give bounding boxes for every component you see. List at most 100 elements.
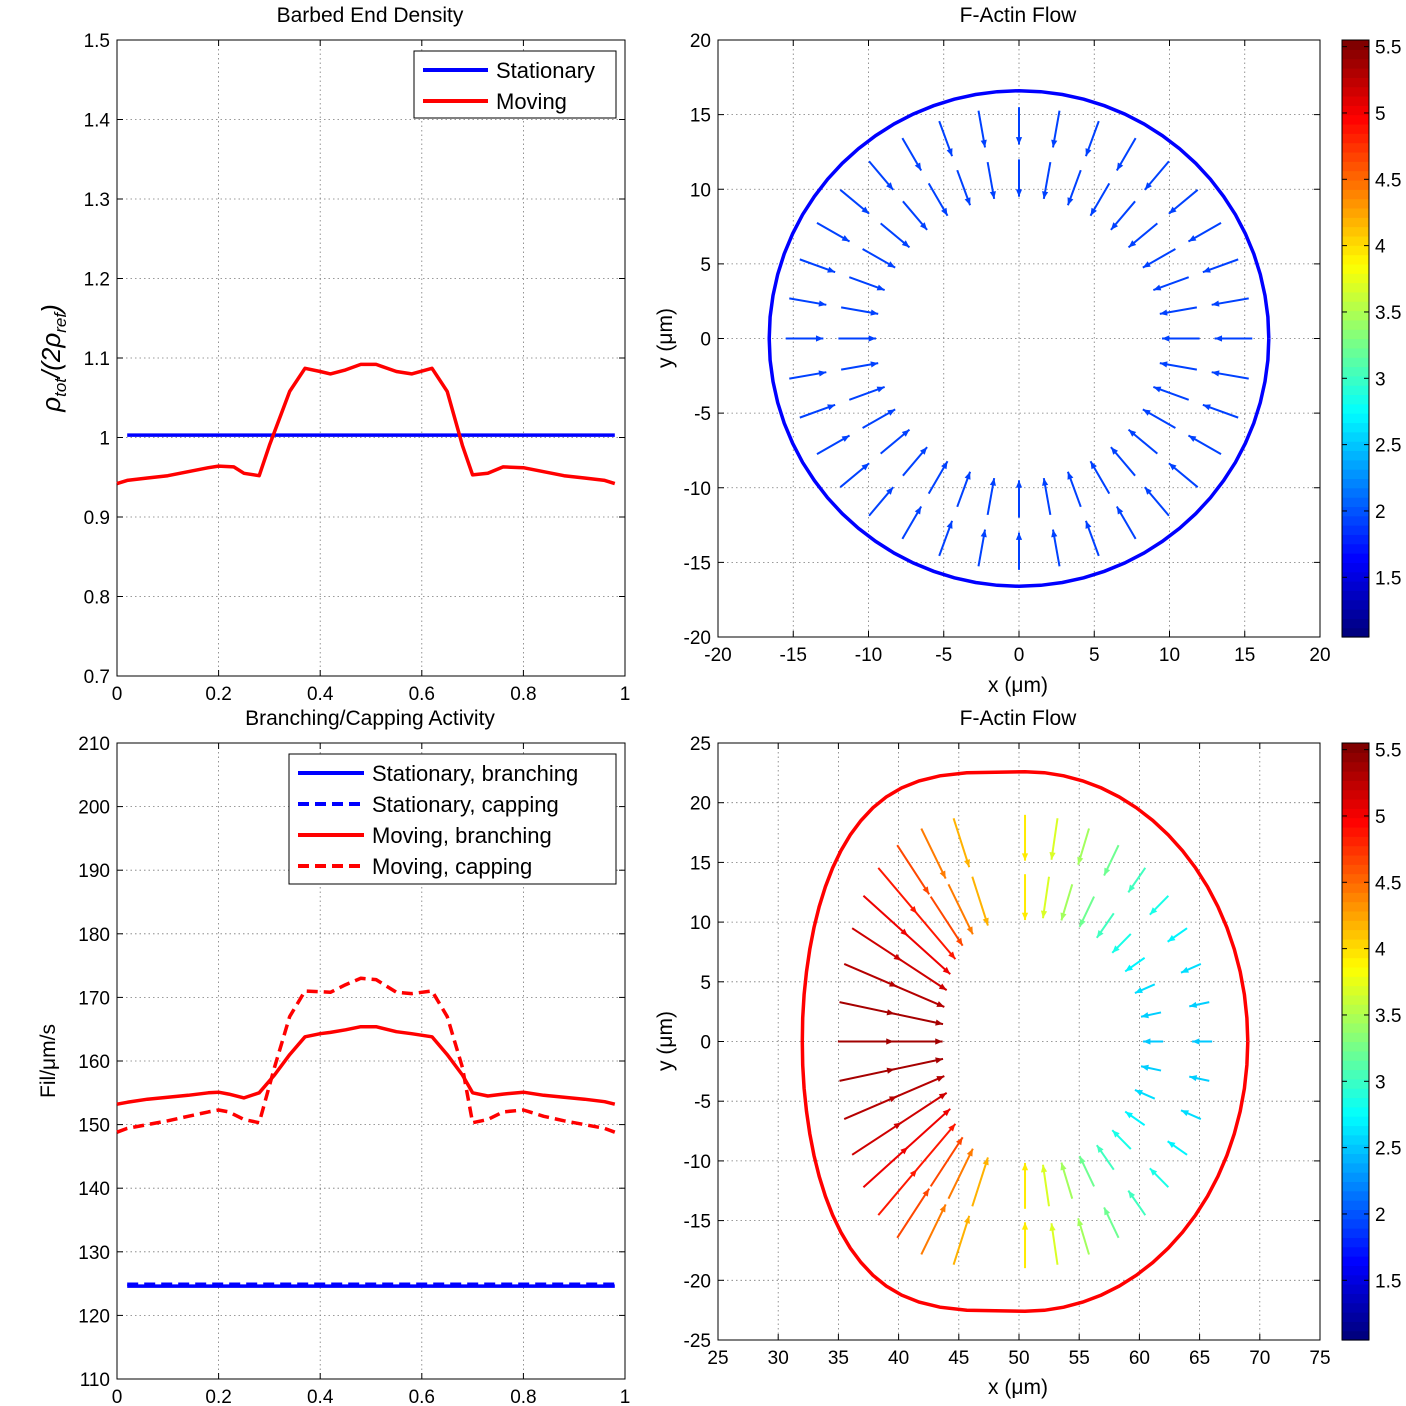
flow-arrow <box>952 817 971 868</box>
colorbar-segment <box>1342 845 1369 856</box>
colorbar-tick-label: 5.5 <box>1375 741 1401 762</box>
colorbar-segment <box>1342 1237 1369 1248</box>
colorbar-segment <box>1342 1246 1369 1257</box>
x-tick-label: 0.2 <box>205 1387 231 1406</box>
y-tick-label: 0 <box>700 1033 711 1054</box>
colorbar-tick-label: 2 <box>1375 502 1386 523</box>
colorbar-segment <box>1342 1022 1369 1033</box>
y-tick-label: -15 <box>684 1212 711 1233</box>
colorbar-segment <box>1342 1050 1369 1061</box>
x-tick-label: 55 <box>1069 1348 1090 1369</box>
flow-arrow <box>1143 486 1170 517</box>
y-tick-label: 25 <box>690 734 711 755</box>
flow-arrow <box>938 120 954 157</box>
colorbar-segment <box>1342 329 1369 340</box>
colorbar-segment <box>1342 1004 1369 1015</box>
colorbar-segment <box>1342 189 1369 200</box>
flow-arrow <box>1110 200 1136 231</box>
flow-arrow <box>887 1011 944 1026</box>
colorbar-segment <box>1342 770 1369 781</box>
y-tick-label: 200 <box>78 798 110 819</box>
x-tick-label: 50 <box>1008 1348 1029 1369</box>
colorbar-segment <box>1342 347 1369 358</box>
colorbar-tick-label: 5 <box>1375 104 1386 125</box>
y-tick-label: 160 <box>78 1052 110 1073</box>
flow-arrow <box>1211 297 1249 307</box>
flow-arrow <box>868 160 895 191</box>
y-tick-label: 210 <box>78 734 110 755</box>
x-tick-label: 0.4 <box>307 684 334 705</box>
flow-arrow <box>1180 963 1202 974</box>
x-tick-label: 0 <box>112 684 123 705</box>
colorbar-segment <box>1342 431 1369 442</box>
flow-arrow <box>1040 876 1050 919</box>
flow-arrow <box>1077 828 1090 865</box>
flow-arrow <box>977 529 987 567</box>
flow-arrow <box>1084 120 1100 157</box>
flow-arrow <box>1089 460 1111 495</box>
colorbar-segment <box>1342 994 1369 1005</box>
colorbar-segment <box>1342 385 1369 396</box>
y-tick-label: 1 <box>99 429 110 450</box>
chart-title: F-Actin Flow <box>960 4 1078 27</box>
flow-arrow <box>891 1075 945 1100</box>
flow-arrow <box>929 1136 964 1187</box>
y-tick-label: 120 <box>78 1306 110 1327</box>
flow-arrow <box>947 883 974 935</box>
flow-arrow <box>1124 957 1146 973</box>
flow-arrow <box>1078 896 1095 928</box>
flow-arrows <box>837 814 1213 1269</box>
flow-arrow <box>1167 927 1188 943</box>
x-tick-label: 30 <box>768 1348 789 1369</box>
flow-arrow <box>839 462 870 488</box>
x-tick-label: 40 <box>888 1348 909 1369</box>
colorbar-segment <box>1342 142 1369 153</box>
colorbar-segment <box>1342 929 1369 940</box>
x-tick-label: 25 <box>707 1348 728 1369</box>
y-tick-label: -25 <box>684 1331 711 1352</box>
y-tick-label: 0.9 <box>84 508 110 529</box>
x-tick-label: -20 <box>704 645 731 666</box>
colorbar-segment <box>1342 254 1369 265</box>
colorbar-tick-label: 5 <box>1375 807 1386 828</box>
colorbar-tick-label: 4 <box>1375 237 1386 258</box>
colorbar-segment <box>1342 487 1369 498</box>
colorbar-tick-label: 5.5 <box>1375 38 1401 59</box>
y-tick-label: -15 <box>684 553 711 574</box>
x-tick-label: -10 <box>855 645 882 666</box>
colorbar-segment <box>1342 198 1369 209</box>
colorbar-tick-label: 3 <box>1375 369 1386 390</box>
series <box>116 976 616 1288</box>
colorbar-segment <box>1342 1265 1369 1276</box>
colorbar-segment <box>1342 291 1369 302</box>
flow-arrow <box>971 876 989 926</box>
flow-arrow <box>1021 1222 1029 1269</box>
colorbar-segment <box>1342 1116 1369 1127</box>
colorbar-segment <box>1342 966 1369 977</box>
y-tick-label: 1.2 <box>84 270 110 291</box>
colorbar-segment <box>1342 826 1369 837</box>
boundary-line <box>767 88 1271 589</box>
flow-arrow <box>1042 161 1052 200</box>
flow-arrow <box>1103 844 1120 877</box>
x-tick-label: -15 <box>780 645 807 666</box>
flow-arrow <box>1142 408 1176 429</box>
series-moving-capping <box>116 976 616 1134</box>
y-tick-label: 15 <box>690 106 711 127</box>
flow-arrow <box>1149 895 1170 916</box>
flow-arrow <box>901 137 923 171</box>
chart-title: Branching/Capping Activity <box>245 707 495 730</box>
colorbar-segment <box>1342 441 1369 452</box>
flow-arrow <box>839 189 870 215</box>
y-tick-label: 190 <box>78 861 110 882</box>
colorbar-segment <box>1342 1302 1369 1313</box>
colorbar-segment <box>1342 920 1369 931</box>
flow-arrow <box>901 506 923 540</box>
flow-arrow <box>1110 446 1136 477</box>
colorbar-segment <box>1342 95 1369 106</box>
colorbar-segment <box>1342 40 1369 50</box>
flow-arrow <box>905 1108 951 1150</box>
flow-arrow <box>880 428 911 455</box>
y-tick-label: 20 <box>690 31 711 52</box>
actin-flow-stationary-chart: F-Actin Flow -20 -15 -10 -5 0 5 10 15 20-20-15-1… <box>654 4 1401 697</box>
